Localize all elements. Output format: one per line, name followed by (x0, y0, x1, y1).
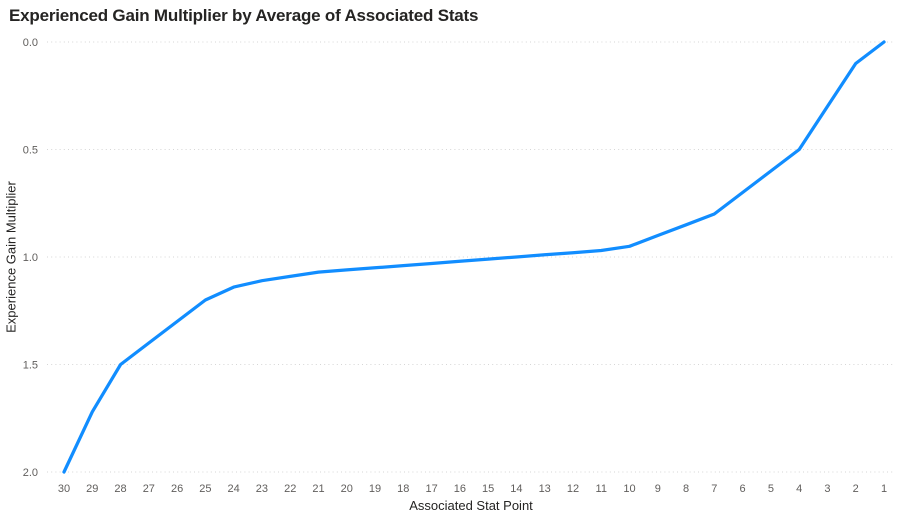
y-tick-label: 2.0 (23, 467, 38, 479)
x-tick-label: 12 (567, 483, 579, 495)
y-tick-label: 0.0 (23, 37, 38, 49)
x-tick-label: 28 (114, 483, 126, 495)
y-tick-label: 1.0 (23, 252, 38, 264)
x-tick-label: 5 (768, 483, 774, 495)
x-tick-label: 18 (397, 483, 409, 495)
x-tick-label: 3 (824, 483, 830, 495)
x-tick-label: 19 (369, 483, 381, 495)
x-tick-label: 16 (454, 483, 466, 495)
y-axis-title: Experience Gain Multiplier (3, 181, 19, 333)
y-tick-label: 1.5 (23, 360, 38, 372)
x-tick-label: 7 (711, 483, 717, 495)
y-tick-label: 0.5 (23, 145, 38, 157)
x-tick-label: 6 (740, 483, 746, 495)
x-tick-label: 14 (510, 483, 522, 495)
chart-title: Experienced Gain Multiplier by Average o… (9, 6, 479, 25)
x-tick-label: 22 (284, 483, 296, 495)
x-tick-label: 13 (539, 483, 551, 495)
x-tick-label: 15 (482, 483, 494, 495)
x-tick-label: 25 (199, 483, 211, 495)
x-tick-label: 1 (881, 483, 887, 495)
x-tick-label: 11 (596, 483, 607, 495)
x-tick-label: 24 (228, 483, 240, 495)
x-tick-label: 23 (256, 483, 268, 495)
x-tick-label: 21 (312, 483, 324, 495)
x-tick-label: 10 (623, 483, 635, 495)
data-line-series (62, 40, 886, 474)
x-tick-label: 30 (58, 483, 70, 495)
x-tick-label: 2 (853, 483, 859, 495)
x-tick-label: 9 (655, 483, 661, 495)
x-tick-label: 29 (86, 483, 98, 495)
x-tick-label: 4 (796, 483, 802, 495)
x-tick-label: 20 (341, 483, 353, 495)
x-axis-title: Associated Stat Point (409, 498, 533, 513)
x-tick-label: 27 (143, 483, 155, 495)
x-tick-label: 26 (171, 483, 183, 495)
x-tick-label: 17 (425, 483, 437, 495)
x-tick-label: 8 (683, 483, 689, 495)
